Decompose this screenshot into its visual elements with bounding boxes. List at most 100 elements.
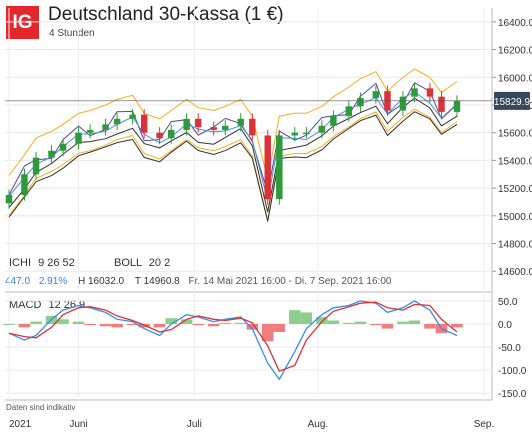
- macd-histogram-bar: [343, 322, 355, 324]
- ichi-name: ICHI: [9, 257, 31, 269]
- candle-body: [102, 124, 109, 130]
- candle-body: [357, 98, 364, 107]
- price-tick-label: 14600.0: [498, 267, 532, 278]
- macd-histogram-bar: [153, 323, 166, 328]
- disclaimer-text: Daten sind indikativ: [6, 403, 76, 412]
- macd-histogram-bar: [3, 323, 15, 325]
- macd-histogram-bar: [30, 321, 42, 324]
- macd-histogram-bar: [45, 315, 58, 324]
- price-tick-label: 15400.0: [498, 156, 532, 167]
- candle-body: [183, 118, 190, 130]
- boll-params: 20 2: [148, 257, 171, 269]
- candle-body: [411, 88, 418, 97]
- price-tick-label: 15800.0: [498, 101, 532, 112]
- stats-row: 447.0 2.91% H 16032.0 T 14960.8 Fr. 14 M…: [5, 276, 391, 287]
- candle-body: [222, 125, 229, 130]
- macd-histogram-bar: [273, 323, 286, 333]
- low-value: T 14960.8: [134, 276, 180, 287]
- candle-body: [5, 195, 13, 204]
- macd-histogram-bar: [207, 323, 220, 327]
- ichimoku-span-a-line: [8, 97, 458, 213]
- macd-indicator-label[interactable]: MACD 12 26 9: [9, 299, 85, 311]
- macd-histogram-bar: [397, 321, 409, 324]
- tenkan-line: [8, 82, 458, 196]
- time-tick-label: Juni: [69, 419, 87, 430]
- candle-body: [426, 88, 434, 97]
- macd-tick-label: -150.0: [498, 389, 527, 400]
- candle-body: [372, 91, 380, 99]
- price-tick-label: 14800.0: [498, 240, 532, 251]
- candle-body: [86, 129, 94, 133]
- macd-params: 12 26 9: [48, 299, 86, 311]
- macd-histogram-bar: [435, 323, 448, 334]
- candle-body: [384, 91, 391, 111]
- price-tick-label: 16000.0: [498, 73, 532, 84]
- candle-body: [156, 132, 163, 139]
- macd-histogram-bar: [84, 323, 96, 326]
- ichimoku-span-b-line: [8, 111, 458, 222]
- macd-histogram-bar: [180, 319, 193, 324]
- candle-body: [453, 100, 461, 112]
- candle-body: [48, 150, 55, 158]
- macd-histogram-bar: [246, 323, 259, 330]
- macd-histogram-bar: [72, 321, 85, 324]
- time-tick-label: Aug.: [308, 419, 329, 430]
- macd-signal-line: [8, 301, 458, 373]
- timeframe-label: 4 Stunden: [49, 28, 95, 39]
- macd-histogram-bar: [192, 323, 204, 326]
- candle-body: [210, 127, 217, 130]
- candle-body: [129, 114, 136, 119]
- candle-body: [264, 135, 271, 200]
- candle-body: [75, 132, 82, 144]
- bollinger-upper-line: [8, 68, 458, 180]
- candle-body: [291, 132, 298, 136]
- macd-histogram-bar: [111, 323, 123, 328]
- price-tick-label: 16200.0: [498, 46, 532, 57]
- high-value: H 16032.0: [77, 276, 125, 287]
- macd-histogram-bar: [99, 323, 112, 327]
- candle-body: [438, 96, 445, 112]
- macd-histogram-bar: [126, 323, 139, 326]
- candle-body: [330, 116, 337, 126]
- macd-histogram-bar: [234, 322, 247, 324]
- candle-body: [113, 118, 121, 125]
- macd-histogram-bar: [424, 323, 436, 329]
- date-range: Fr. 14 Mai 2021 16:00 - Di. 7 Sep. 2021 …: [188, 276, 392, 287]
- macd-histogram-bar: [316, 317, 328, 324]
- macd-tick-label: -50.0: [498, 343, 521, 354]
- last-price-label: 15829.9: [494, 97, 531, 108]
- bollinger-indicator-label[interactable]: BOLL 20 2: [114, 257, 170, 269]
- change-value: 447.0: [5, 276, 31, 287]
- macd-tick-label: -100.0: [498, 366, 527, 377]
- candle-body: [249, 118, 256, 136]
- ig-logo: IG: [6, 6, 39, 39]
- price-tick-label: 16400.0: [498, 18, 532, 29]
- macd-line: [8, 300, 458, 381]
- boll-name: BOLL: [114, 257, 142, 269]
- candle-body: [32, 157, 40, 175]
- ichimoku-indicator-label[interactable]: ICHI 9 26 52: [9, 257, 75, 269]
- ichi-params: 9 26 52: [38, 257, 75, 269]
- candle-body: [195, 118, 202, 128]
- macd-histogram-bar: [165, 318, 177, 324]
- candle-body: [167, 129, 175, 139]
- candle-body: [21, 174, 28, 196]
- macd-histogram-bar: [57, 319, 69, 324]
- macd-histogram-bar: [138, 323, 150, 328]
- time-tick-label: 2021: [9, 419, 32, 430]
- macd-histogram-bar: [451, 323, 463, 328]
- candle-body: [318, 125, 326, 133]
- macd-histogram-bar: [289, 310, 301, 324]
- macd-histogram-bar: [262, 323, 274, 342]
- macd-histogram-bar: [219, 322, 231, 324]
- macd-histogram-bar: [327, 320, 340, 324]
- time-tick-label: Sep.: [474, 419, 495, 430]
- change-pct: 2.91%: [38, 276, 68, 287]
- price-tick-label: 15600.0: [498, 129, 532, 140]
- price-tick-label: 15200.0: [498, 184, 532, 195]
- macd-histogram-bar: [18, 323, 31, 328]
- macd-histogram-bar: [370, 323, 382, 326]
- instrument-title: Deutschland 30-Kassa (1 €): [48, 4, 284, 25]
- bollinger-lower-line: [8, 108, 458, 221]
